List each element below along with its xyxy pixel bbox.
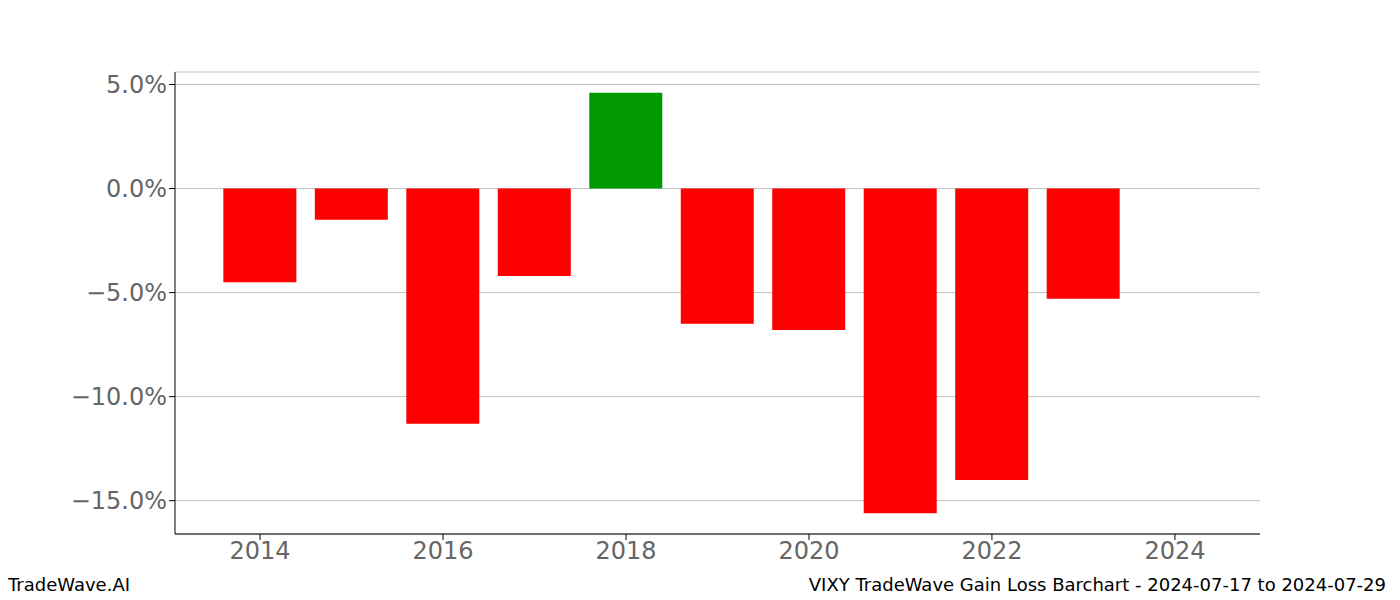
- svg-text:2022: 2022: [961, 537, 1022, 565]
- svg-text:2018: 2018: [595, 537, 656, 565]
- html-text:VIXY TradeWave Gain Loss Barch: VIXY TradeWave Gain Loss Barchart - 2024…: [808, 574, 1386, 595]
- svg-text:2014: 2014: [230, 537, 291, 565]
- svg-text:0.0%: 0.0%: [106, 175, 167, 203]
- svg-text:2024: 2024: [1144, 537, 1205, 565]
- svg-text:5.0%: 5.0%: [106, 71, 167, 99]
- svg-text:−5.0%: −5.0%: [86, 279, 167, 307]
- svg-text:−15.0%: −15.0%: [71, 487, 167, 515]
- svg-text:2016: 2016: [413, 537, 474, 565]
- svg-text:−10.0%: −10.0%: [71, 383, 167, 411]
- html-text:TradeWave.AI: TradeWave.AI: [8, 574, 130, 595]
- svg-text:2020: 2020: [778, 537, 839, 565]
